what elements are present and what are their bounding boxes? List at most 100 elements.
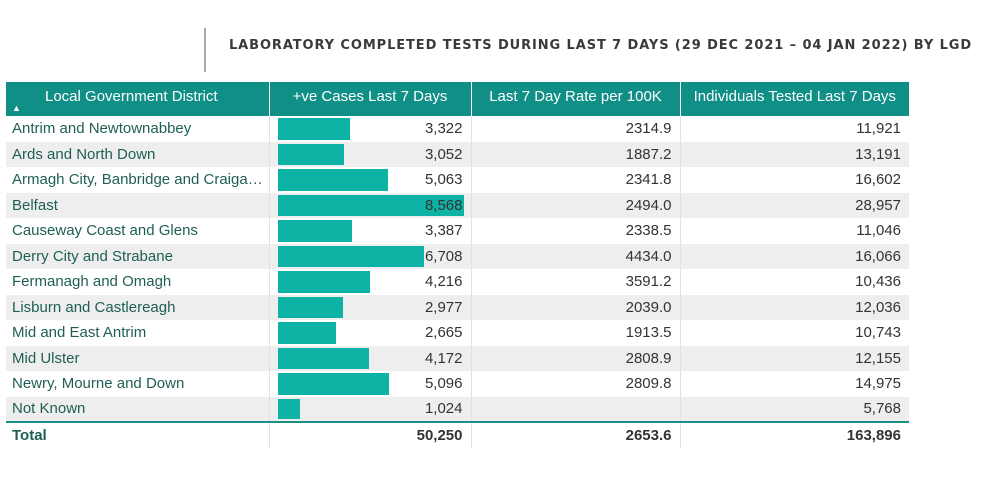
- cases-cell: 5,063: [269, 167, 472, 193]
- cases-cell: 3,387: [269, 218, 472, 244]
- cases-bar: [277, 347, 369, 369]
- rate-value: 2341.8: [471, 167, 681, 193]
- cases-bar: [277, 118, 350, 140]
- district-name: Armagh City, Banbridge and Craigavon: [6, 167, 270, 193]
- tested-value: 11,921: [856, 120, 901, 138]
- rate-value: 3591.2: [471, 269, 681, 295]
- tested-value: 13,191: [680, 141, 909, 167]
- rate-value: 2494.0: [471, 192, 681, 218]
- district-name: Ards and North Down: [6, 141, 270, 167]
- total-label: Total: [6, 421, 270, 448]
- tested-value: 14,975: [855, 375, 901, 393]
- tested-value: 28,957: [680, 192, 909, 218]
- cases-cell: 4,216: [269, 269, 472, 295]
- cases-value: 5,063: [424, 171, 463, 189]
- cases-bar: [277, 271, 370, 293]
- district-name: Fermanagh and Omagh: [6, 269, 270, 295]
- column-header-district[interactable]: Local Government District ▲: [6, 82, 270, 116]
- table-row[interactable]: Ards and North Down 3,052 1887.2 13,191: [6, 141, 909, 167]
- column-header-cases[interactable]: +ve Cases Last 7 Days: [269, 82, 472, 116]
- report-title: LABORATORY COMPLETED TESTS DURING LAST 7…: [229, 38, 973, 53]
- total-row: Total 50,250 2653.6 163,896: [6, 421, 909, 448]
- cases-bar: [277, 220, 352, 242]
- lgd-table: Local Government District ▲ +ve Cases La…: [6, 82, 909, 448]
- rate-value: 1913.5: [471, 320, 681, 346]
- tested-value: 10,436: [855, 273, 901, 291]
- rate-value: 2808.9: [471, 345, 681, 371]
- tested-value: 10,743: [855, 324, 901, 342]
- cases-value: 5,096: [424, 375, 463, 393]
- cases-bar: [277, 322, 336, 344]
- cases-value: 3,052: [424, 145, 463, 163]
- column-header-label: Local Government District: [45, 88, 218, 105]
- tested-value: 5,768: [680, 396, 909, 422]
- table-row[interactable]: Newry, Mourne and Down 5,096 2809.8 14,975: [6, 371, 909, 397]
- table-row[interactable]: Belfast 8,568 2494.0 28,957: [6, 192, 909, 218]
- cases-cell: 3,052: [269, 141, 472, 167]
- district-name: Causeway Coast and Glens: [6, 218, 270, 244]
- district-name: Mid Ulster: [6, 345, 270, 371]
- table-row[interactable]: Armagh City, Banbridge and Craigavon 5,06…: [6, 167, 909, 193]
- table-row[interactable]: Lisburn and Castlereagh 2,977 2039.0 12,036: [6, 294, 909, 320]
- cases-value: 1,024: [424, 400, 463, 418]
- table-row[interactable]: Fermanagh and Omagh 4,216 3591.2 10,436: [6, 269, 909, 295]
- cases-cell: 3,322: [269, 116, 472, 142]
- cases-value: 8,568: [424, 196, 463, 214]
- tested-value: 12,155: [680, 345, 909, 371]
- total-tested: 163,896: [680, 421, 909, 448]
- column-header-rate[interactable]: Last 7 Day Rate per 100K: [471, 82, 681, 116]
- tested-value: 16,066: [680, 243, 909, 269]
- cases-bar: [277, 169, 388, 191]
- cases-bar: [277, 194, 464, 216]
- rate-value: 4434.0: [471, 243, 681, 269]
- column-header-tested[interactable]: Individuals Tested Last 7 Days: [680, 82, 909, 116]
- tested-value: 16,602: [855, 171, 901, 189]
- cases-value: 4,172: [424, 349, 463, 367]
- column-header-label: Last 7 Day Rate per 100K: [489, 88, 662, 105]
- cases-cell: 4,172: [269, 345, 472, 371]
- table-row[interactable]: Derry City and Strabane 6,708 4434.0 16,066: [6, 243, 909, 269]
- table-row[interactable]: Mid and East Antrim 2,665 1913.5 10,743: [6, 320, 909, 346]
- cases-value: 2,665: [424, 324, 463, 342]
- total-rate: 2653.6: [471, 421, 681, 448]
- table-row[interactable]: Not Known 1,024 5,768: [6, 396, 909, 422]
- cases-value: 6,708: [424, 247, 463, 265]
- district-name: Antrim and Newtownabbey: [6, 116, 270, 142]
- cases-cell: 2,665: [269, 320, 472, 346]
- total-cases: 50,250: [269, 421, 472, 448]
- rate-value: 1887.2: [471, 141, 681, 167]
- cases-cell: 2,977: [269, 294, 472, 320]
- cases-value: 4,216: [424, 273, 463, 291]
- district-name: Lisburn and Castlereagh: [6, 294, 270, 320]
- cases-bar: [277, 373, 389, 395]
- tested-value: 12,036: [680, 294, 909, 320]
- cases-cell: 6,708: [269, 243, 472, 269]
- cases-cell: 8,568: [269, 192, 472, 218]
- cases-cell: 5,096: [269, 371, 472, 397]
- cases-bar: [277, 296, 343, 318]
- table-row[interactable]: Mid Ulster 4,172 2808.9 12,155: [6, 345, 909, 371]
- district-name: Newry, Mourne and Down: [6, 371, 270, 397]
- tested-value: 11,046: [856, 222, 901, 240]
- sort-ascending-icon[interactable]: ▲: [12, 103, 21, 113]
- title-divider: [204, 28, 206, 72]
- rate-value: 2809.8: [471, 371, 681, 397]
- column-header-label: Individuals Tested Last 7 Days: [693, 88, 896, 105]
- district-name: Belfast: [6, 192, 270, 218]
- cases-bar: [277, 398, 300, 419]
- district-name: Mid and East Antrim: [6, 320, 270, 346]
- cases-cell: 1,024: [269, 396, 472, 422]
- district-name: Not Known: [6, 396, 270, 422]
- column-header-label: +ve Cases Last 7 Days: [292, 88, 448, 105]
- rate-value: [471, 396, 681, 422]
- rate-value: 2338.5: [471, 218, 681, 244]
- table-row[interactable]: Antrim and Newtownabbey 3,322 2314.9 11,921: [6, 116, 909, 142]
- table-header-row: Local Government District ▲ +ve Cases La…: [6, 82, 909, 116]
- table-body: Antrim and Newtownabbey 3,322 2314.9 11,921…: [6, 116, 909, 422]
- cases-value: 3,322: [424, 120, 463, 138]
- cases-bar: [277, 143, 344, 165]
- district-name: Derry City and Strabane: [6, 243, 270, 269]
- rate-value: 2314.9: [471, 116, 681, 142]
- table-row[interactable]: Causeway Coast and Glens 3,387 2338.5 11,04…: [6, 218, 909, 244]
- cases-bar: [277, 245, 424, 267]
